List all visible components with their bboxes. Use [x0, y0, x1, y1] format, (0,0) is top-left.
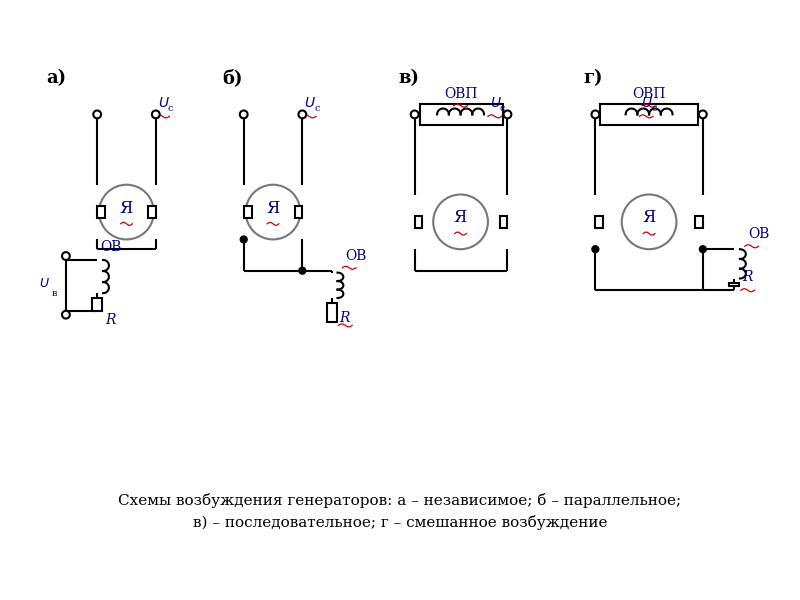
FancyBboxPatch shape: [97, 206, 105, 218]
Circle shape: [503, 110, 511, 118]
Text: Я: Я: [454, 209, 467, 226]
FancyBboxPatch shape: [500, 216, 507, 228]
Text: R: R: [742, 271, 752, 284]
Bar: [600, 104, 698, 125]
Text: $U$: $U$: [490, 97, 502, 110]
Text: $U$: $U$: [304, 97, 316, 110]
FancyBboxPatch shape: [294, 206, 302, 218]
FancyBboxPatch shape: [244, 206, 251, 218]
Circle shape: [62, 252, 70, 260]
Text: R: R: [105, 313, 115, 326]
Text: б): б): [222, 69, 242, 87]
Text: R: R: [339, 311, 350, 325]
Text: Схемы возбуждения генераторов: а – независимое; б – параллельное;: Схемы возбуждения генераторов: а – незав…: [118, 493, 682, 508]
Text: ОВ: ОВ: [346, 249, 366, 263]
Bar: [419, 104, 502, 125]
Text: в) – последовательное; г – смешанное возбуждение: в) – последовательное; г – смешанное воз…: [193, 515, 607, 530]
Circle shape: [246, 185, 300, 239]
FancyBboxPatch shape: [148, 206, 156, 218]
Circle shape: [434, 194, 488, 249]
Text: с: с: [167, 104, 173, 113]
Text: Я: Я: [120, 200, 133, 217]
FancyBboxPatch shape: [414, 216, 422, 228]
Text: с: с: [500, 104, 505, 113]
Text: с: с: [651, 104, 657, 113]
Text: Я: Я: [642, 209, 656, 226]
Text: в): в): [398, 69, 419, 87]
Circle shape: [240, 236, 247, 243]
Circle shape: [622, 194, 677, 249]
Circle shape: [94, 110, 101, 118]
Text: г): г): [584, 69, 603, 87]
Circle shape: [699, 246, 706, 253]
Text: ОВ: ОВ: [748, 227, 769, 241]
Circle shape: [298, 110, 306, 118]
Text: ОВ: ОВ: [100, 240, 122, 254]
Circle shape: [152, 110, 160, 118]
Circle shape: [299, 267, 306, 274]
FancyBboxPatch shape: [595, 216, 603, 228]
Text: в: в: [51, 289, 57, 298]
Text: $U$: $U$: [642, 97, 653, 110]
Circle shape: [699, 110, 706, 118]
Text: ОВП: ОВП: [633, 87, 666, 101]
Circle shape: [592, 246, 598, 253]
Circle shape: [62, 311, 70, 319]
Bar: [92, 298, 102, 311]
Text: $U$: $U$: [158, 97, 170, 110]
Circle shape: [410, 110, 418, 118]
FancyBboxPatch shape: [695, 216, 703, 228]
Text: ОВП: ОВП: [444, 87, 478, 101]
Text: а): а): [46, 69, 66, 87]
Bar: [326, 303, 337, 322]
Text: с: с: [314, 104, 319, 113]
Circle shape: [99, 185, 154, 239]
Circle shape: [240, 110, 248, 118]
Text: $U$: $U$: [39, 277, 50, 290]
Circle shape: [591, 110, 599, 118]
Text: Я: Я: [266, 200, 280, 217]
Bar: [729, 283, 739, 286]
